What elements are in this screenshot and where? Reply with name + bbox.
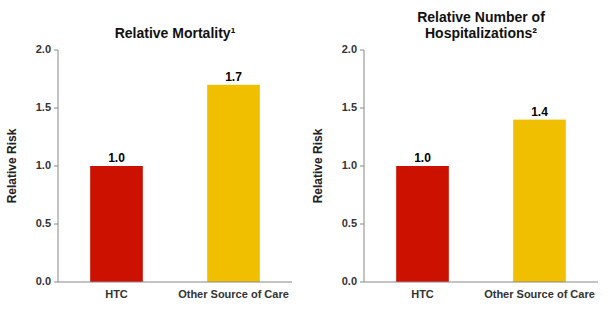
y-tick: [360, 108, 364, 109]
bar: [207, 85, 260, 282]
bars: [90, 85, 260, 282]
y-tick-label: 0.5: [36, 217, 51, 229]
y-tick: [360, 282, 364, 283]
x-axis-line: [58, 282, 292, 283]
y-tick: [54, 50, 58, 51]
x-axis-line: [364, 282, 598, 283]
y-tick-label: 0.5: [342, 217, 357, 229]
y-tick-label: 1.0: [36, 159, 51, 171]
x-tick-label: Other Source of Care: [178, 288, 289, 300]
y-tick-label: 1.5: [36, 101, 51, 113]
x-tick-label: HTC: [411, 288, 434, 300]
y-tick: [54, 282, 58, 283]
y-tick-label: 2.0: [342, 43, 357, 55]
figure: 1.0 1.7 0.0 0.5 1.0 1.5 2.0 HTC Other Source of …: [0, 0, 612, 312]
bar: [513, 120, 566, 282]
y-tick-label: 1.5: [342, 101, 357, 113]
y-axis-label: Relative Risk: [5, 128, 19, 203]
data-label: 1.4: [531, 105, 548, 119]
y-tick-label: 2.0: [36, 43, 51, 55]
bar: [396, 166, 449, 282]
title: Relative Mortality¹: [115, 25, 236, 41]
bar: [90, 166, 143, 282]
chart-root: 1.0 1.7 0.0 0.5 1.0 1.5 2.0 HTC Other Source of …: [0, 0, 612, 312]
panel: 1.0 1.7 0.0 0.5 1.0 1.5 2.0 HTC Other Source of …: [5, 25, 292, 300]
y-axis-label: Relative Risk: [311, 128, 325, 203]
y-tick: [54, 108, 58, 109]
y-tick: [360, 50, 364, 51]
y-tick-label: 0.0: [36, 275, 51, 287]
x-tick-label: HTC: [105, 288, 128, 300]
bars: [396, 120, 566, 282]
y-tick: [360, 224, 364, 225]
data-label: 1.7: [225, 70, 242, 84]
title: Relative Number ofHospitalizations²: [417, 9, 545, 41]
y-tick: [360, 166, 364, 167]
data-label: 1.0: [108, 151, 125, 165]
y-tick-label: 0.0: [342, 275, 357, 287]
panel: 1.0 1.4 0.0 0.5 1.0 1.5 2.0 HTC Other Source of …: [311, 9, 598, 300]
y-tick: [54, 166, 58, 167]
y-tick-label: 1.0: [342, 159, 357, 171]
data-label: 1.0: [414, 151, 431, 165]
x-tick-label: Other Source of Care: [484, 288, 595, 300]
y-tick: [54, 224, 58, 225]
